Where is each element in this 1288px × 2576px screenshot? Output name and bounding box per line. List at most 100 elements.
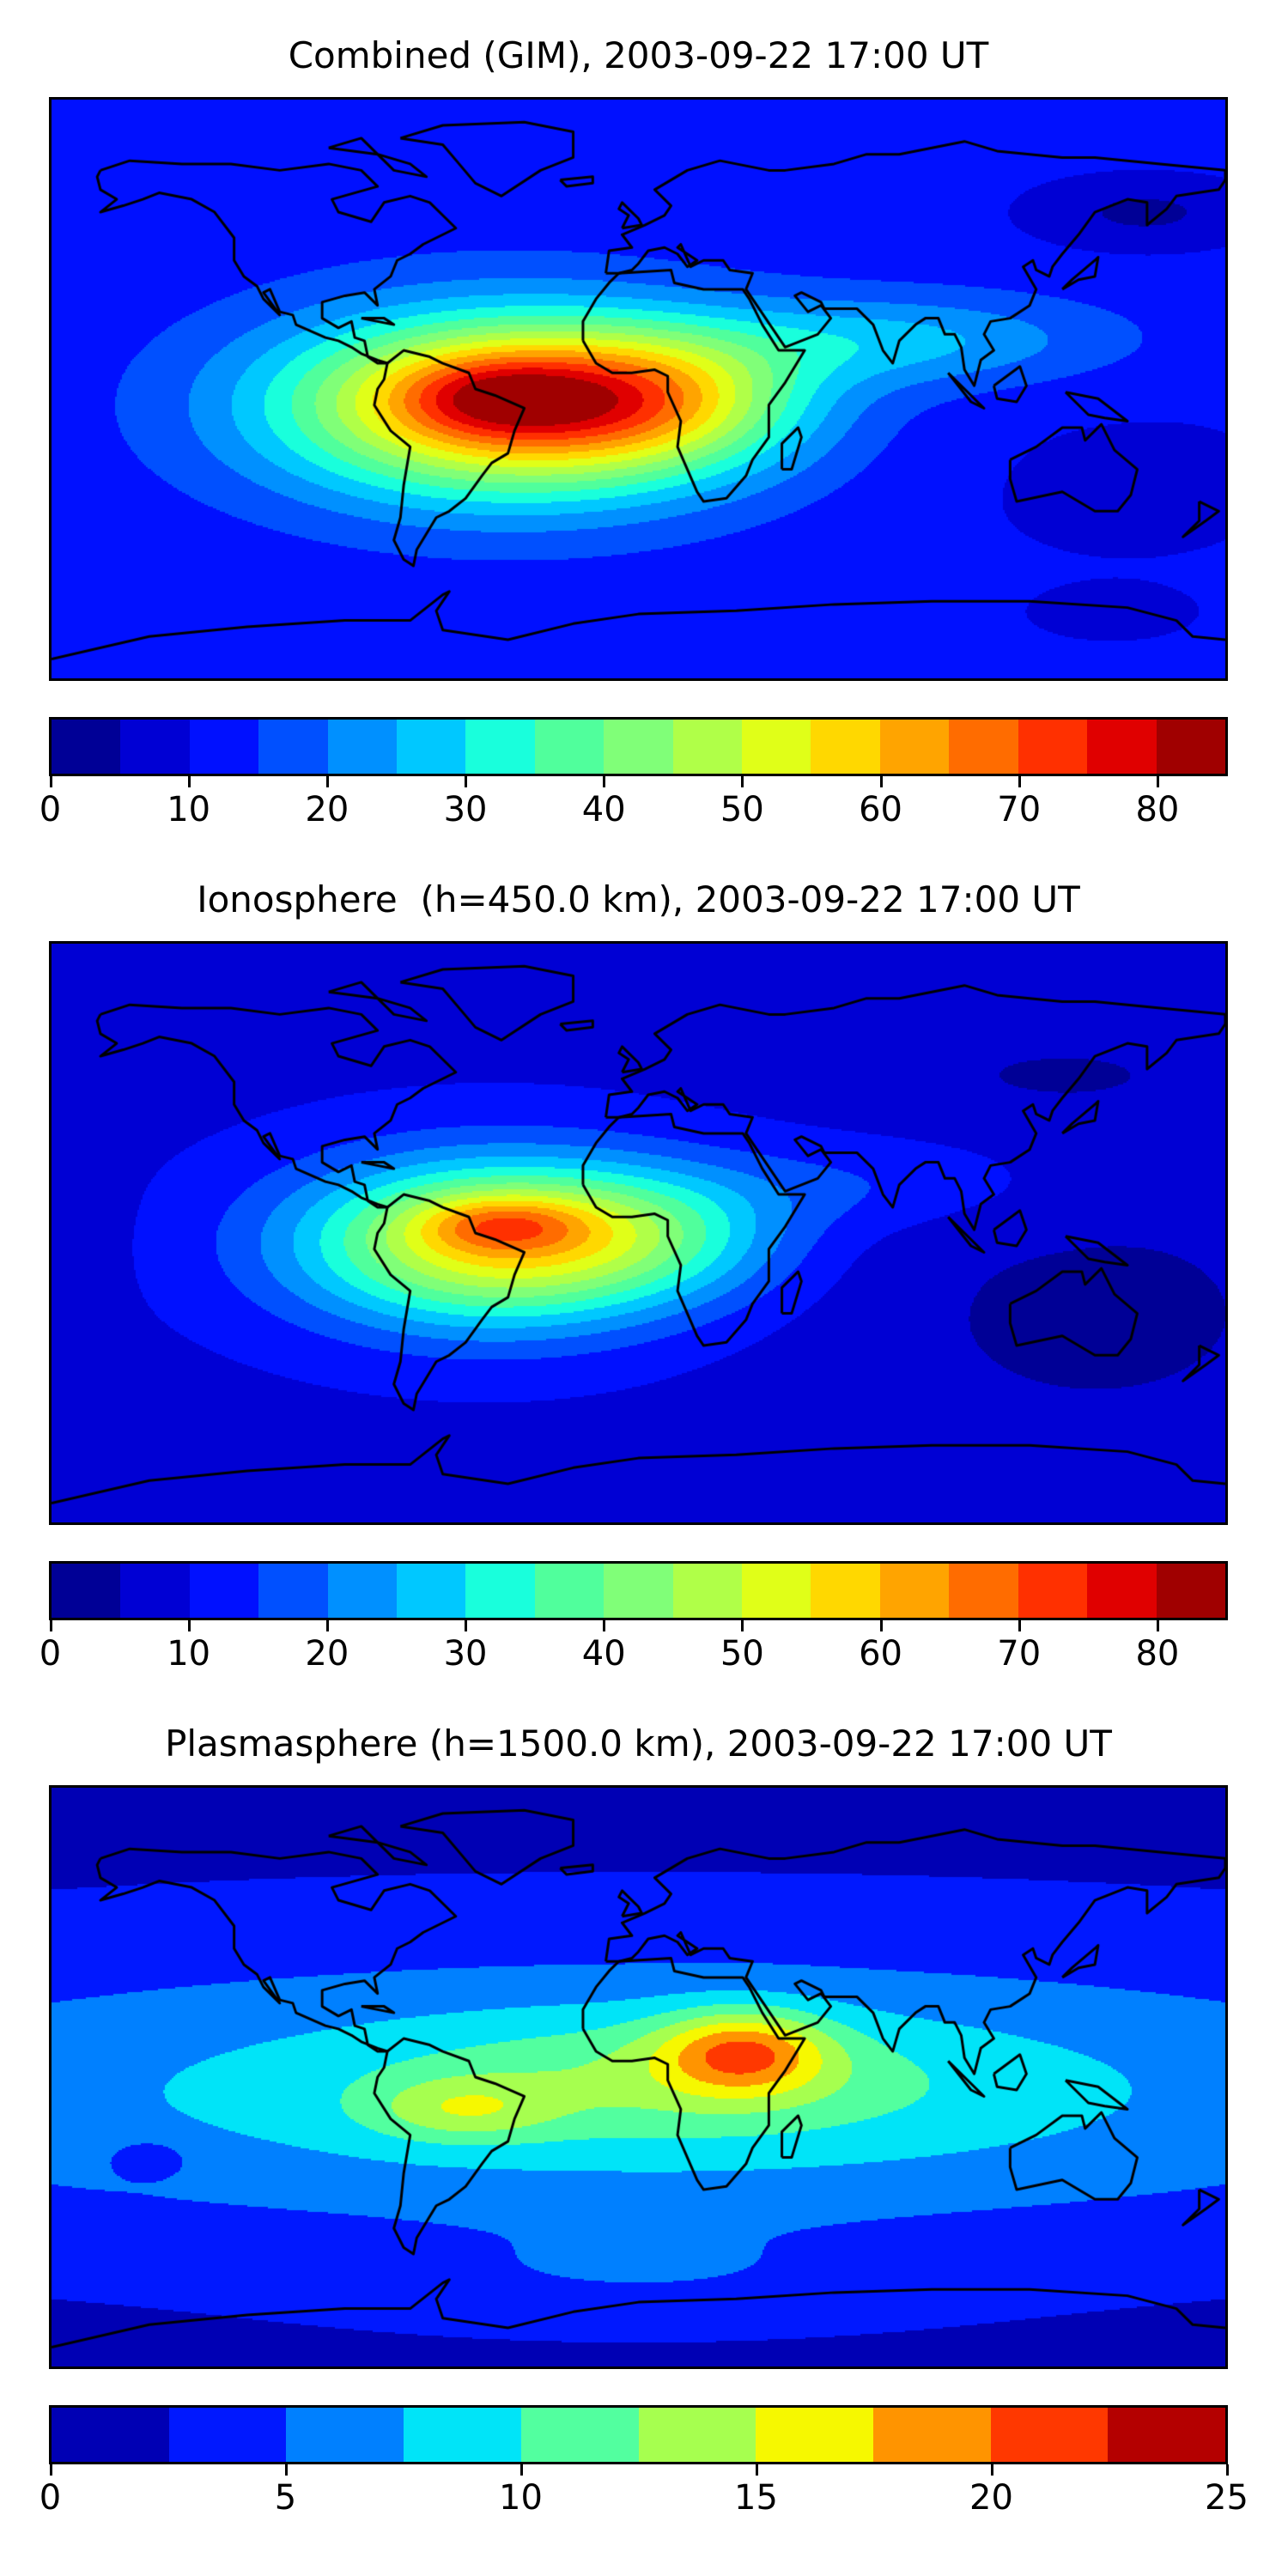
colorbar-segment <box>1087 720 1157 774</box>
colorbar-tick-label: 15 <box>734 2478 778 2518</box>
colorbar-segment <box>397 1564 466 1618</box>
colorbar-tick-mark <box>879 776 883 787</box>
colorbar-segment <box>811 720 880 774</box>
contour-map-canvas <box>52 1788 1225 2366</box>
colorbar-segment <box>672 1564 743 1618</box>
colorbar-tick-label: 70 <box>997 790 1042 829</box>
colorbar-tick-mark <box>879 1620 883 1631</box>
colorbar-tick-label: 80 <box>1135 1634 1180 1674</box>
tec-map-combined <box>49 97 1228 681</box>
colorbar-tick-label: 60 <box>859 1634 902 1674</box>
colorbar-segment <box>258 1564 328 1618</box>
colorbar-segment <box>189 720 259 774</box>
colorbar-tick-label: 80 <box>1135 790 1180 829</box>
colorbar-tick-mark <box>49 776 52 787</box>
contour-map-canvas <box>52 100 1225 678</box>
colorbar-segment <box>258 720 328 774</box>
colorbar-tick-mark <box>49 1620 52 1631</box>
colorbar-segment <box>52 1564 121 1618</box>
colorbar-tick-label: 20 <box>969 2478 1013 2518</box>
colorbar-segment <box>52 2408 169 2462</box>
colorbar-tick-label: 10 <box>499 2478 543 2518</box>
colorbar-segment <box>1108 2408 1226 2462</box>
colorbar-segment <box>397 720 466 774</box>
colorbar-tick-mark <box>187 776 191 787</box>
colorbar <box>49 717 1228 776</box>
colorbar-segment <box>327 720 398 774</box>
colorbar-tick-label: 0 <box>39 2478 62 2518</box>
colorbar-tick-label: 60 <box>859 790 902 829</box>
colorbar-tick-mark <box>1156 776 1159 787</box>
colorbar-tick-mark <box>990 2464 993 2476</box>
panel-combined: Combined (GIM), 2003-09-22 17:00 UT 0 10 2… <box>0 0 1288 844</box>
colorbar-tick-mark <box>1018 776 1021 787</box>
colorbar-tick-label: 5 <box>274 2478 297 2518</box>
colorbar-tick-label: 40 <box>581 790 626 829</box>
colorbar-tick-label: 40 <box>581 1634 626 1674</box>
colorbar-tick-label: 50 <box>720 1634 764 1674</box>
colorbar-segment <box>604 1564 673 1618</box>
colorbar-segment <box>520 2408 639 2462</box>
colorbar-segment <box>638 2408 756 2462</box>
colorbar-tick-mark <box>187 1620 191 1631</box>
tec-map-plasmasphere <box>49 1785 1228 2369</box>
chart-title: Ionosphere (h=450.0 km), 2003-09-22 17:0… <box>197 878 1080 920</box>
colorbar-tick-mark <box>49 2464 52 2476</box>
colorbar-tick-label: 25 <box>1205 2478 1249 2518</box>
colorbar-segment <box>120 1564 190 1618</box>
colorbar-segment <box>742 1564 811 1618</box>
colorbar-segment <box>990 2408 1109 2462</box>
colorbar-tick-mark <box>1156 1620 1159 1631</box>
colorbar-segment <box>756 2408 873 2462</box>
colorbar-segment <box>404 2408 521 2462</box>
colorbar <box>49 1561 1228 1620</box>
colorbar-tick-mark <box>325 776 329 787</box>
colorbar-ticks: 0 5 10 15 20 25 <box>39 2464 1249 2524</box>
colorbar-segment <box>811 1564 880 1618</box>
colorbar-tick-label: 10 <box>167 1634 211 1674</box>
chart-title: Plasmasphere (h=1500.0 km), 2003-09-22 1… <box>165 1722 1112 1765</box>
colorbar-segment <box>672 720 743 774</box>
colorbar-segment <box>1018 1564 1088 1618</box>
colorbar-tick-label: 0 <box>39 790 62 829</box>
colorbar-tick-mark <box>465 1620 468 1631</box>
colorbar-tick-mark <box>741 776 744 787</box>
colorbar-segment <box>949 720 1018 774</box>
colorbar-tick-mark <box>603 776 606 787</box>
contour-map-canvas <box>52 944 1225 1522</box>
colorbar-segment <box>879 1564 950 1618</box>
colorbar-tick-label: 0 <box>39 1634 62 1674</box>
panel-ionosphere: Ionosphere (h=450.0 km), 2003-09-22 17:0… <box>0 844 1288 1688</box>
colorbar-segment <box>534 1564 605 1618</box>
colorbar-tick-mark <box>284 2464 288 2476</box>
colorbar-segment <box>1087 1564 1157 1618</box>
colorbar-segment <box>742 720 811 774</box>
colorbar-segment <box>879 720 950 774</box>
colorbar-tick-label: 30 <box>443 790 488 829</box>
colorbar-tick-mark <box>465 776 468 787</box>
tec-map-ionosphere <box>49 941 1228 1525</box>
colorbar-ticks: 0 10 20 30 40 50 60 70 80 <box>39 776 1228 836</box>
colorbar-segment <box>1156 1564 1225 1618</box>
colorbar-tick-mark <box>741 1620 744 1631</box>
colorbar-segment <box>465 720 535 774</box>
colorbar-segment <box>465 1564 535 1618</box>
chart-title: Combined (GIM), 2003-09-22 17:00 UT <box>288 34 989 76</box>
colorbar-tick-mark <box>519 2464 523 2476</box>
colorbar-segment <box>286 2408 404 2462</box>
colorbar-segment <box>949 1564 1018 1618</box>
colorbar-tick-label: 20 <box>305 1634 349 1674</box>
colorbar-ticks: 0 10 20 30 40 50 60 70 80 <box>39 1620 1228 1680</box>
colorbar-segment <box>534 720 605 774</box>
colorbar-tick-mark <box>1018 1620 1021 1631</box>
colorbar-segment <box>604 720 673 774</box>
colorbar-segment <box>52 720 121 774</box>
colorbar-segment <box>189 1564 259 1618</box>
panel-plasmasphere: Plasmasphere (h=1500.0 km), 2003-09-22 1… <box>0 1688 1288 2532</box>
colorbar-segment <box>1156 720 1225 774</box>
colorbar-tick-mark <box>325 1620 329 1631</box>
colorbar-segment <box>168 2408 287 2462</box>
colorbar-tick-label: 20 <box>305 790 349 829</box>
colorbar-tick-mark <box>1225 2464 1229 2476</box>
colorbar-tick-label: 70 <box>997 1634 1042 1674</box>
